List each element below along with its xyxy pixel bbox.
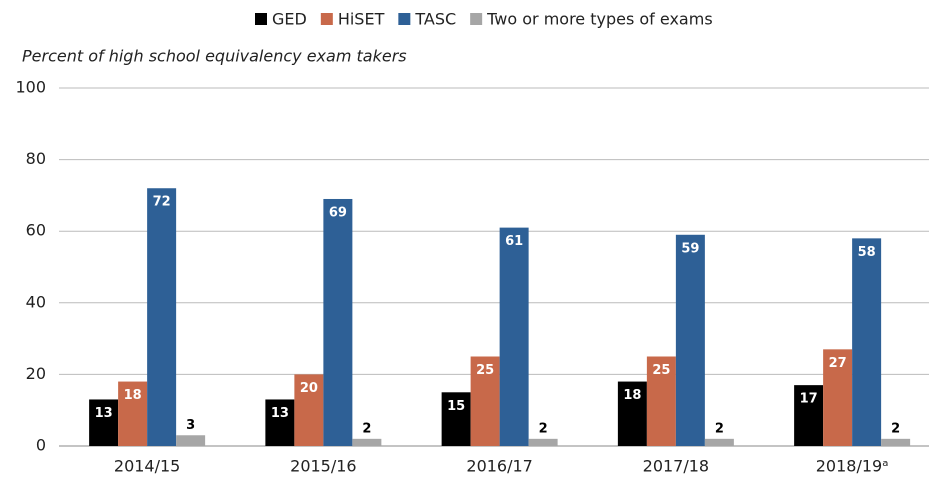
- x-tick-label: 2017/18: [643, 457, 709, 476]
- value-label: 20: [300, 381, 318, 396]
- bar: [499, 227, 529, 446]
- legend-label: HiSET: [338, 10, 385, 29]
- legend-label: Two or more types of exams: [486, 10, 713, 29]
- value-label: 27: [829, 356, 847, 371]
- value-label: 25: [476, 363, 494, 378]
- value-label: 18: [124, 388, 142, 403]
- legend-swatch: [398, 13, 411, 25]
- legend-swatch: [320, 13, 333, 25]
- bar: [794, 385, 824, 446]
- value-label: 59: [681, 241, 699, 256]
- bar: [675, 234, 705, 446]
- y-tick-label: 60: [26, 221, 46, 240]
- value-label: 15: [447, 399, 465, 414]
- bar: [704, 438, 734, 446]
- bar: [881, 438, 911, 446]
- y-tick-label: 80: [26, 149, 46, 168]
- value-label: 2: [362, 421, 371, 436]
- y-tick-label: 20: [26, 364, 46, 383]
- value-label: 13: [271, 406, 289, 421]
- bar: [265, 399, 295, 446]
- bar: [823, 349, 853, 446]
- bar: [176, 435, 206, 446]
- legend-label: TASC: [414, 10, 456, 29]
- bar: [852, 238, 882, 446]
- value-label: 17: [800, 392, 818, 407]
- value-label: 2: [539, 421, 548, 436]
- value-label: 3: [186, 418, 195, 433]
- bar: [89, 399, 119, 446]
- value-label: 69: [329, 205, 347, 220]
- bar: [294, 374, 324, 446]
- y-tick-label: 0: [36, 436, 46, 455]
- value-label: 2: [715, 421, 724, 436]
- bar: [646, 356, 676, 446]
- bar: [617, 381, 647, 446]
- value-label: 58: [858, 245, 876, 260]
- bar: [470, 356, 500, 446]
- legend-swatch: [255, 13, 267, 25]
- bar: [118, 381, 148, 446]
- y-axis-label: Percent of high school equivalency exam …: [22, 47, 407, 66]
- y-tick-label: 100: [15, 78, 46, 97]
- value-label: 25: [652, 363, 670, 378]
- value-label: 2: [891, 421, 900, 436]
- x-tick-label: 2016/17: [466, 457, 532, 476]
- value-label: 18: [623, 388, 641, 403]
- legend-swatch: [470, 13, 483, 25]
- bar: [323, 198, 353, 446]
- x-tick-label: 2018/19ᵃ: [816, 457, 889, 476]
- value-label: 13: [95, 406, 113, 421]
- legend-label: GED: [272, 10, 307, 29]
- x-tick-label: 2014/15: [114, 457, 180, 476]
- value-label: 61: [505, 234, 523, 249]
- bar: [352, 438, 382, 446]
- bar: [441, 392, 471, 446]
- y-tick-label: 40: [26, 292, 46, 311]
- x-tick-label: 2015/16: [290, 457, 356, 476]
- bar: [528, 438, 558, 446]
- value-label: 72: [153, 195, 171, 210]
- bar: [147, 188, 177, 447]
